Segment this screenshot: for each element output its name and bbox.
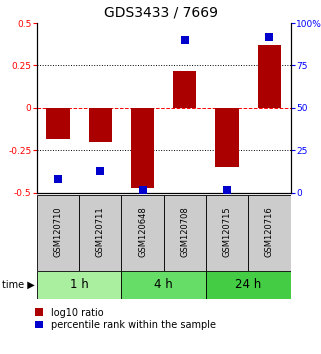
Point	[267, 34, 272, 39]
Legend: log10 ratio, percentile rank within the sample: log10 ratio, percentile rank within the …	[35, 308, 216, 330]
Bar	[121, 195, 164, 271]
Text: GSM120715: GSM120715	[222, 206, 232, 257]
Text: time ▶: time ▶	[2, 280, 34, 290]
Text: GDS3433 / 7669: GDS3433 / 7669	[103, 5, 218, 19]
Point	[98, 168, 103, 174]
Bar	[79, 195, 121, 271]
Text: 1 h: 1 h	[70, 279, 89, 291]
Text: GSM120708: GSM120708	[180, 206, 189, 257]
Bar	[173, 70, 196, 108]
Text: GSM120711: GSM120711	[96, 206, 105, 257]
Point	[56, 177, 61, 182]
Bar	[89, 108, 112, 142]
Point	[140, 187, 145, 192]
Bar	[248, 195, 291, 271]
Point	[225, 187, 230, 192]
Bar	[206, 271, 291, 299]
Bar	[215, 108, 239, 167]
Bar	[258, 45, 281, 108]
Bar	[164, 195, 206, 271]
Bar	[47, 108, 70, 138]
Text: GSM120648: GSM120648	[138, 206, 147, 257]
Text: 24 h: 24 h	[235, 279, 261, 291]
Text: GSM120716: GSM120716	[265, 206, 274, 257]
Bar	[121, 271, 206, 299]
Bar	[37, 195, 79, 271]
Text: 4 h: 4 h	[154, 279, 173, 291]
Point	[182, 37, 187, 43]
Bar	[37, 271, 121, 299]
Bar	[131, 108, 154, 188]
Bar	[206, 195, 248, 271]
Text: GSM120710: GSM120710	[54, 206, 63, 257]
